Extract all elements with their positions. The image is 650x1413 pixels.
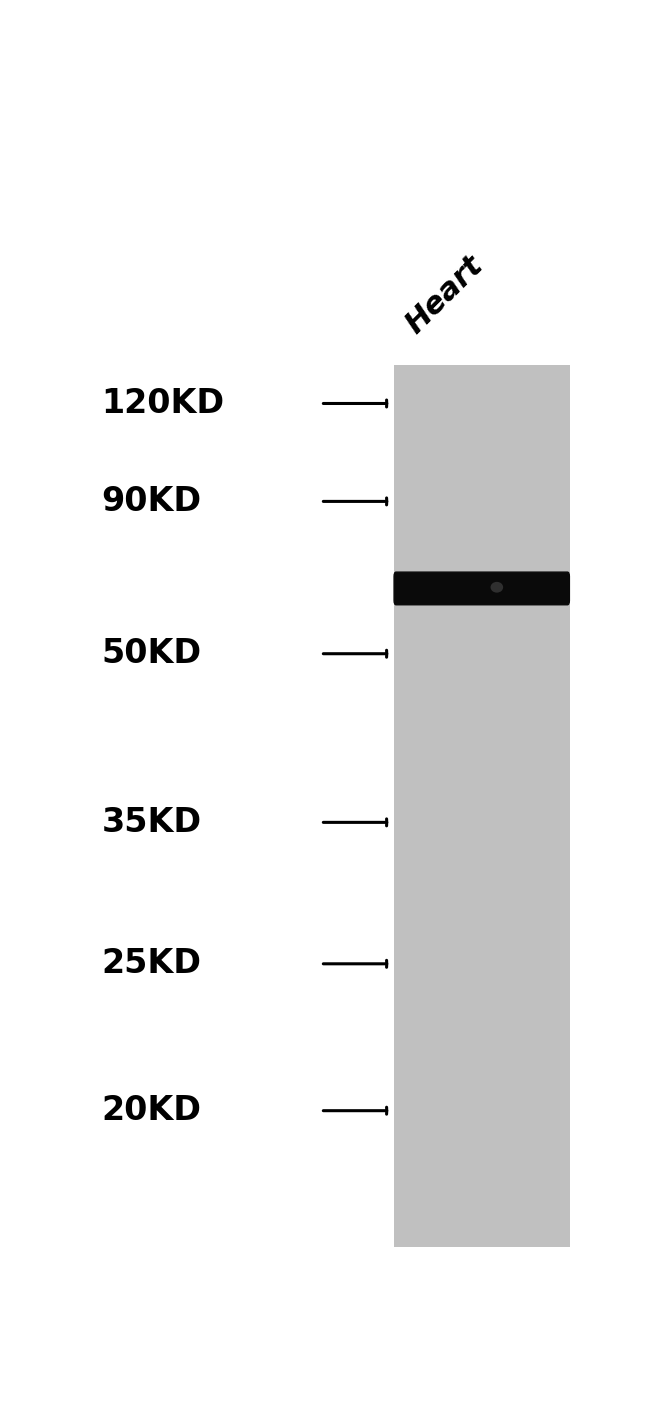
Text: 25KD: 25KD [101,947,202,981]
Ellipse shape [491,582,503,592]
Text: 20KD: 20KD [101,1094,202,1128]
Text: 50KD: 50KD [101,637,202,670]
Text: 120KD: 120KD [101,387,224,420]
FancyBboxPatch shape [394,572,569,605]
Text: 35KD: 35KD [101,805,202,839]
Text: 90KD: 90KD [101,485,202,519]
Bar [393,366,570,1246]
Text: Heart: Heart [400,250,488,339]
